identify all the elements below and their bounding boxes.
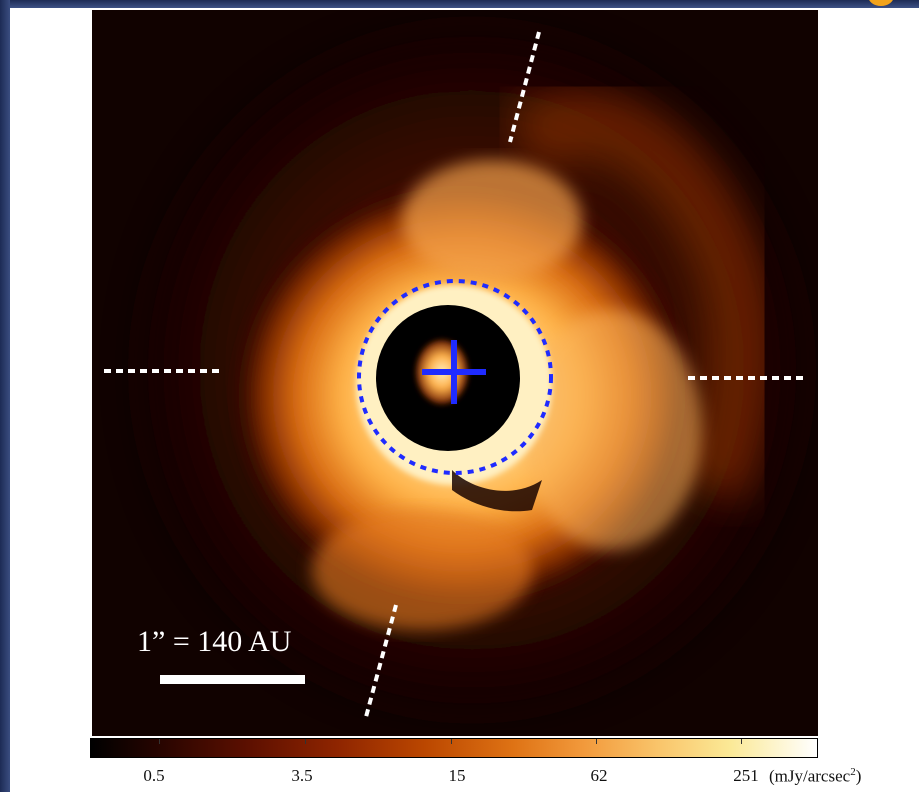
disk-right-lobe: [522, 310, 702, 550]
colorbar-tick: [451, 739, 452, 744]
colorbar-tick-label: 62: [590, 766, 608, 785]
scale-bar-label: 1” = 140 AU: [137, 625, 292, 658]
colorbar-unit-exponent: 2: [850, 766, 856, 778]
dashed-mark-top: [508, 31, 541, 143]
shadow-feature: [452, 470, 542, 512]
colorbar-tick-label: 15: [448, 766, 466, 785]
disk-lower-lobe: [312, 510, 532, 630]
spiral-arm-ne: [505, 88, 778, 506]
colorbar-tick-label: 3.5: [291, 766, 313, 785]
colorbar-unit-text: (mJy/arcsec: [769, 766, 851, 786]
colorbar-unit: (mJy/arcsec2): [769, 766, 861, 787]
dashed-circle-icon: [357, 279, 553, 475]
colorbar: [90, 738, 818, 758]
colorbar-tick: [305, 739, 306, 744]
colorbar-unit-close: ): [855, 766, 862, 786]
window-left-border: [0, 0, 10, 792]
disk-image: [92, 10, 818, 736]
disk-image-panel: [92, 10, 818, 736]
colorbar-tick: [159, 739, 160, 744]
colorbar-tick-label: 0.5: [143, 766, 165, 785]
colorbar-tick-label: 251: [733, 766, 759, 785]
disk-upper-lobe: [402, 160, 582, 280]
corner-badge: [868, 0, 894, 6]
dashed-mark-bottom: [364, 604, 398, 718]
colorbar-tick: [741, 739, 742, 744]
plus-cross-icon: [422, 340, 486, 404]
window-top-border: [0, 0, 919, 8]
scale-bar: [160, 675, 305, 684]
colorbar-tick: [596, 739, 597, 744]
